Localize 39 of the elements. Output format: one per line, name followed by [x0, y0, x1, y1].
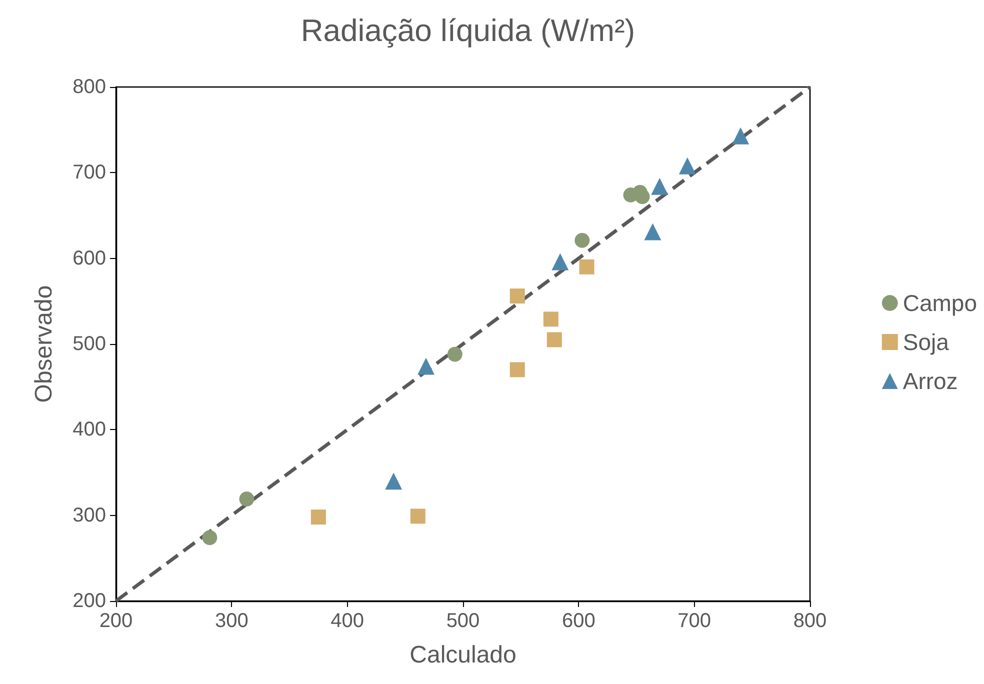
- x-tick-label: 600: [562, 610, 596, 632]
- legend-label: Soja: [902, 329, 950, 355]
- y-tick-label: 800: [72, 76, 106, 98]
- y-tick-label: 700: [72, 162, 106, 184]
- point: [574, 232, 590, 248]
- point: [202, 530, 218, 546]
- x-axis-title: Calculado: [410, 642, 516, 668]
- point: [310, 510, 326, 525]
- point: [546, 332, 562, 348]
- point: [239, 492, 254, 507]
- y-tick-label: 500: [72, 333, 106, 355]
- x-tick-label: 800: [793, 610, 827, 632]
- point: [732, 127, 750, 144]
- point: [552, 253, 569, 270]
- point: [447, 346, 462, 362]
- x-tick-label: 400: [330, 610, 364, 632]
- x-tick-label: 300: [214, 610, 248, 632]
- point: [644, 223, 662, 240]
- y-tick-label: 200: [72, 590, 106, 612]
- x-tick-label: 500: [446, 610, 480, 632]
- point: [410, 508, 426, 524]
- point: [579, 259, 594, 274]
- y-tick-label: 400: [72, 418, 106, 441]
- point: [510, 288, 525, 304]
- point: [543, 312, 558, 327]
- point: [417, 358, 434, 375]
- point: [651, 178, 668, 195]
- y-tick-label: 600: [72, 247, 106, 270]
- point: [634, 189, 650, 204]
- point: [510, 362, 525, 378]
- legend-label: Arroz: [902, 368, 958, 394]
- x-tick-label: 700: [678, 610, 712, 632]
- x-tick-label: 200: [99, 610, 133, 632]
- chart-title: Radiação líquida (W/m²): [300, 13, 636, 48]
- point: [678, 157, 696, 174]
- y-tick-label: 300: [72, 504, 106, 526]
- legend-label: Campo: [902, 290, 978, 316]
- y-axis-title: Observado: [30, 285, 58, 403]
- point: [385, 472, 402, 490]
